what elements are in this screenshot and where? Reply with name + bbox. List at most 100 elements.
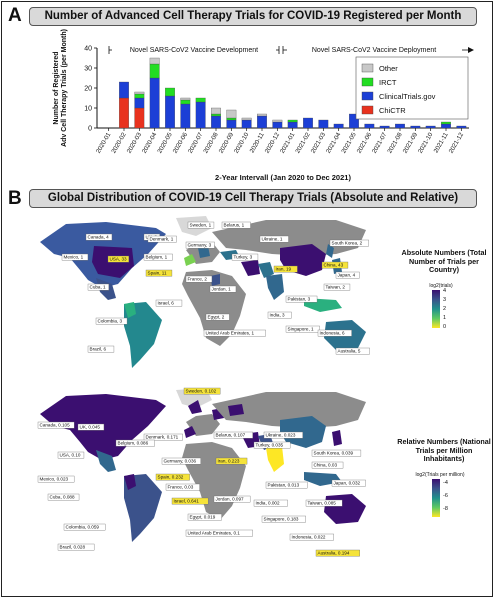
country-label: USA, 0.10: [60, 453, 81, 458]
country-label: India, 3: [270, 313, 286, 318]
bar-segment: [318, 119, 329, 129]
x-axis-label: 2-Year Intervall (Jan 2020 to Dec 2021): [215, 173, 351, 182]
country-label: Taiwan, 2: [326, 285, 346, 290]
country-label: Belgium, 1: [146, 255, 168, 260]
legend-swatch: [361, 91, 374, 101]
country-label: Sweden, 0.102: [186, 389, 217, 394]
bar-segment: [134, 91, 145, 95]
y-tick-label: 0: [88, 126, 92, 133]
colorbar-tick: 0: [443, 324, 447, 330]
country-label: Iran, 0.223: [218, 459, 240, 464]
country-label: Brazil, 0.028: [60, 545, 86, 550]
country-label: Cuba, 0.088: [50, 495, 75, 500]
country-label: Ukraine, 1: [262, 237, 283, 242]
bar-segment: [287, 121, 298, 129]
legend-label: Other: [379, 64, 398, 73]
colorbar-absolute: [432, 290, 440, 328]
country-label: Sweden, 1: [190, 223, 212, 228]
bar-segment: [149, 77, 160, 129]
country-label-box: [259, 235, 289, 243]
bar-segment: [333, 123, 344, 129]
bar-segment: [364, 123, 375, 129]
bar-segment: [134, 97, 145, 109]
country-label-box: [61, 253, 89, 261]
country-label: Turkey, 3: [234, 255, 253, 260]
country-label: Pakistan, 3: [288, 297, 311, 302]
country-label-box: [87, 283, 110, 291]
country-label: Germany, 3: [188, 243, 212, 248]
country-label: United Arab Emirates, 1: [206, 331, 255, 336]
country-label-box: [145, 269, 173, 277]
country-label-box: [171, 497, 209, 505]
legend-label: IRCT: [379, 78, 397, 87]
country-label: Japan, 0.032: [334, 481, 361, 486]
bar-segment: [395, 123, 405, 129]
legend-label: ChiCTR: [379, 106, 406, 115]
country-label-box: [305, 499, 343, 507]
panel-b-banner: Global Distribution of COVID-19 Cell The…: [29, 189, 477, 208]
country-label-box: [205, 313, 230, 321]
country-label-box: [335, 271, 360, 279]
country-label-box: [155, 473, 190, 481]
country-label: Israel, 6: [158, 301, 175, 306]
map-landmasses-relative: [40, 388, 366, 542]
bar-segment: [425, 125, 436, 129]
bar-segment: [241, 117, 252, 121]
country-label: Belarus, 1: [224, 223, 245, 228]
country-label-box: [57, 543, 95, 551]
country-label-box: [311, 449, 362, 457]
country-label: Belgium, 0.086: [118, 441, 149, 446]
country-label: Mexico, 0.023: [40, 477, 69, 482]
legend-absolute-title: Absolute Numbers (Total Number of Trials…: [401, 248, 487, 274]
bar-segment: [257, 115, 267, 129]
country-label-box: [253, 441, 291, 449]
country-label: Germany, 0.036: [164, 459, 197, 464]
country-label: Taiwan, 0.085: [308, 501, 337, 506]
country-label: South Korea, 0.039: [314, 451, 354, 456]
country-label-box: [47, 493, 80, 501]
country-label-box: [311, 461, 344, 469]
country-label-box: [37, 475, 75, 483]
y-tick-label: 20: [84, 86, 92, 93]
country-label: India, 0.002: [256, 501, 280, 506]
country-label-box: [95, 317, 128, 325]
country-label: China, 43: [324, 263, 344, 268]
bar-segment: [165, 87, 175, 97]
country-label-box: [331, 479, 366, 487]
country-label-box: [107, 255, 130, 263]
country-label: Jordan, 1: [212, 287, 232, 292]
colorbar-tick: 4: [443, 288, 447, 294]
country-label-box: [147, 235, 177, 243]
country-label: Iran, 19: [276, 267, 292, 272]
bar-segment: [149, 63, 160, 79]
colorbar-tick: 2: [443, 306, 447, 312]
country-label: Pakistan, 0.013: [268, 483, 300, 488]
country-label: Cuba, 1: [90, 285, 107, 290]
country-label: France, 2: [188, 277, 208, 282]
panel-a-banner: Number of Advanced Cell Therapy Trials f…: [29, 7, 477, 26]
country-label-box: [231, 253, 259, 261]
country-label-box: [185, 275, 213, 283]
bar-segment: [180, 97, 191, 101]
bar-segment: [272, 121, 283, 129]
country-label-box: [323, 283, 351, 291]
map-relative-labels: Sweden, 0.102 Canada, 0.105 UK, 0.045 Denma…: [37, 387, 366, 557]
country-label-box: [209, 285, 237, 293]
bar-segment: [287, 119, 298, 123]
bar-segment: [211, 115, 221, 129]
map-landmasses: [40, 216, 366, 368]
country-label-box: [187, 513, 222, 521]
bar-segment: [119, 97, 129, 129]
bar-segment: [134, 93, 145, 99]
country-label-box: [265, 481, 308, 489]
country-label-box: [285, 295, 318, 303]
country-label: United Arab Emirates, 0.1: [188, 531, 241, 536]
country-label-box: [185, 241, 215, 249]
phase-annotations: Novel SARS-CoV2 Vaccine Development Nove…: [108, 46, 474, 54]
country-label-box: [317, 329, 352, 337]
bar-segment: [134, 107, 145, 129]
legend-swatch: [361, 63, 374, 73]
country-label-box: [87, 345, 115, 353]
country-label: Denmark, 0.171: [146, 435, 179, 440]
